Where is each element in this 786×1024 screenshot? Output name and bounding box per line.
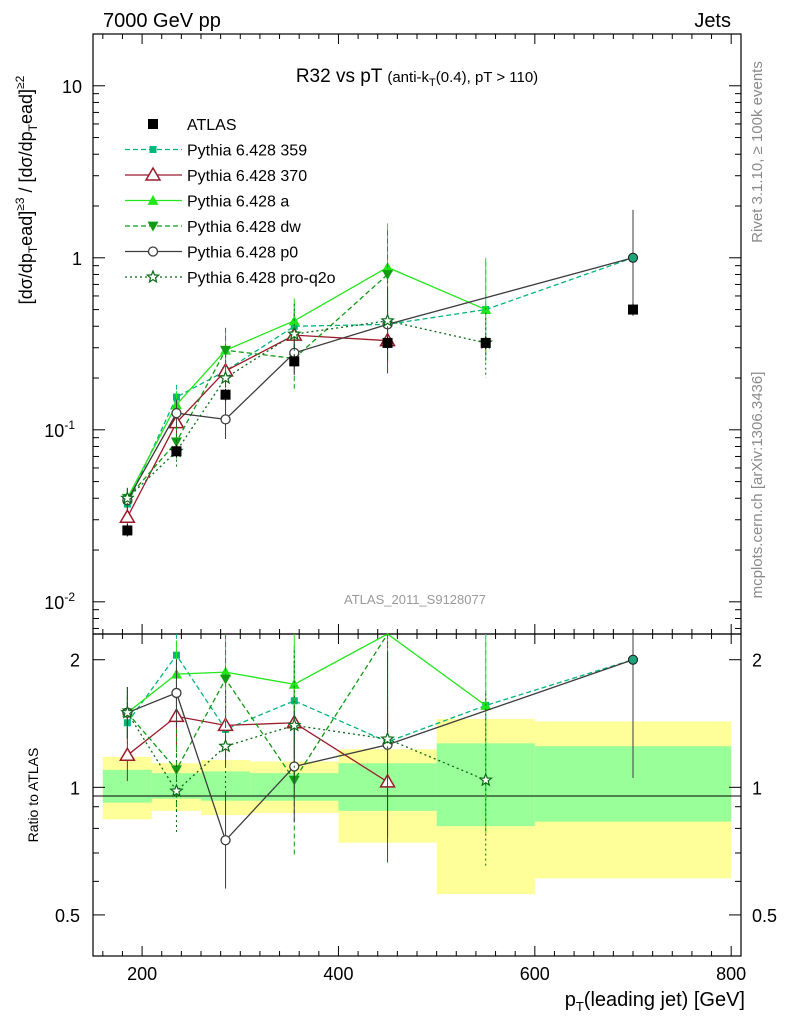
marker-triangle-down — [382, 270, 394, 280]
chart-title: R32 vs pT (anti-kT(0.4), pT > 110) — [296, 66, 538, 89]
marker-circle-open — [147, 246, 159, 257]
y-tick-label-ratio-left: 0.5 — [55, 906, 80, 926]
legend-label: Pythia 6.428 dw — [187, 219, 301, 236]
marker-triangle-open — [144, 166, 162, 181]
y-tick-label-main: 10-1 — [44, 418, 75, 441]
series-line-main — [126, 320, 486, 499]
legend-label: Pythia 6.428 370 — [187, 168, 307, 185]
series-line-main — [126, 334, 388, 518]
marker-circle-filled — [628, 654, 638, 665]
marker-triangle — [220, 666, 232, 677]
marker-star — [169, 783, 184, 798]
x-tick-label: 200 — [127, 964, 157, 984]
data-point — [628, 304, 638, 315]
marker-star — [380, 731, 395, 746]
legend-label: Pythia 6.428 p0 — [187, 245, 298, 262]
series-line-ratio — [127, 659, 634, 842]
y-axis-label-main: [dσ/dpTead]≥3 / [dσ/dpTead]≥2 — [13, 75, 40, 304]
marker-triangle-open — [119, 746, 136, 762]
series-line-main — [126, 273, 388, 499]
data-point — [289, 356, 300, 367]
legend-label: Pythia 6.428 a — [187, 194, 289, 211]
marker-star — [287, 326, 302, 341]
x-tick-label: 600 — [520, 964, 550, 984]
marker-star — [218, 738, 233, 753]
series-pythia-6-428-p0 — [122, 209, 638, 889]
marker-circle-filled — [628, 252, 638, 263]
marker-triangle — [288, 678, 300, 689]
y-tick-label-main: 10 — [62, 77, 82, 97]
legend-label-atlas: ATLAS — [187, 117, 237, 134]
marker-triangle-open — [119, 508, 136, 524]
y-tick-label-ratio-right: 0.5 — [752, 906, 777, 926]
marker-triangle-down — [220, 345, 232, 356]
data-point — [171, 446, 182, 457]
y-tick-label-ratio-right: 2 — [752, 651, 762, 671]
marker-triangle-down — [220, 674, 232, 685]
marker-circle-open — [220, 835, 231, 846]
series-line-ratio — [126, 633, 487, 714]
legend-label: Pythia 6.428 359 — [187, 143, 307, 160]
marker-triangle-down — [147, 221, 159, 232]
marker-square — [149, 146, 157, 153]
energy-label: 7000 GeV pp — [103, 10, 221, 32]
ratio-uncertainty-bands — [102, 718, 732, 895]
data-point — [382, 337, 393, 348]
data-point — [122, 525, 133, 536]
y-axis-label-ratio: Ratio to ATLAS — [25, 748, 41, 843]
marker-star — [120, 705, 135, 719]
y-tick-label-main: 1 — [72, 249, 82, 269]
marker-star — [218, 370, 233, 385]
y-tick-label-main: 10-2 — [44, 590, 75, 613]
series-line-main — [126, 257, 634, 501]
y-tick-label-ratio-left: 1 — [70, 778, 80, 798]
marker-star — [120, 490, 135, 505]
marker-star — [287, 717, 302, 732]
rivet-version-label: Rivet 3.1.10, ≥ 100k events — [749, 61, 766, 243]
series-line-main — [126, 266, 486, 499]
data-point — [480, 337, 491, 348]
x-tick-label: 800 — [716, 964, 746, 984]
analysis-label: ATLAS_2011_S9128077 — [344, 592, 486, 607]
source-label: mcplots.cern.ch [arXiv:1306.3436] — [749, 372, 766, 599]
legend-marker-atlas — [148, 119, 158, 129]
legend-label: Pythia 6.428 pro-q2o — [187, 270, 336, 287]
x-tick-label: 400 — [323, 964, 353, 984]
marker-circle-open — [171, 687, 182, 699]
marker-circle-open — [220, 414, 231, 425]
marker-circle-open — [171, 407, 182, 419]
data-point — [220, 389, 231, 400]
y-tick-label-ratio-left: 2 — [70, 651, 80, 671]
marker-triangle-down — [170, 437, 182, 448]
marker-triangle — [147, 195, 159, 205]
series-pythia-6-428-a — [121, 223, 492, 834]
marker-star — [478, 772, 493, 787]
axes-ticks: 200 400 600 800 10-2 10-1 1 10 0.5 0.5 1 1 2 2 — [44, 33, 777, 984]
legend: ATLAS Pythia 6.428 359 Pythia 6.428 370 Pyt… — [125, 117, 336, 287]
marker-star — [145, 269, 161, 284]
data-layer — [122, 303, 638, 537]
x-axis-label: pT(leading jet) [GeV] — [565, 989, 745, 1014]
series-layer — [119, 209, 638, 889]
series-line-main — [126, 257, 634, 505]
category-label: Jets — [694, 10, 731, 32]
y-tick-label-ratio-right: 1 — [752, 778, 762, 798]
marker-star — [380, 313, 395, 328]
